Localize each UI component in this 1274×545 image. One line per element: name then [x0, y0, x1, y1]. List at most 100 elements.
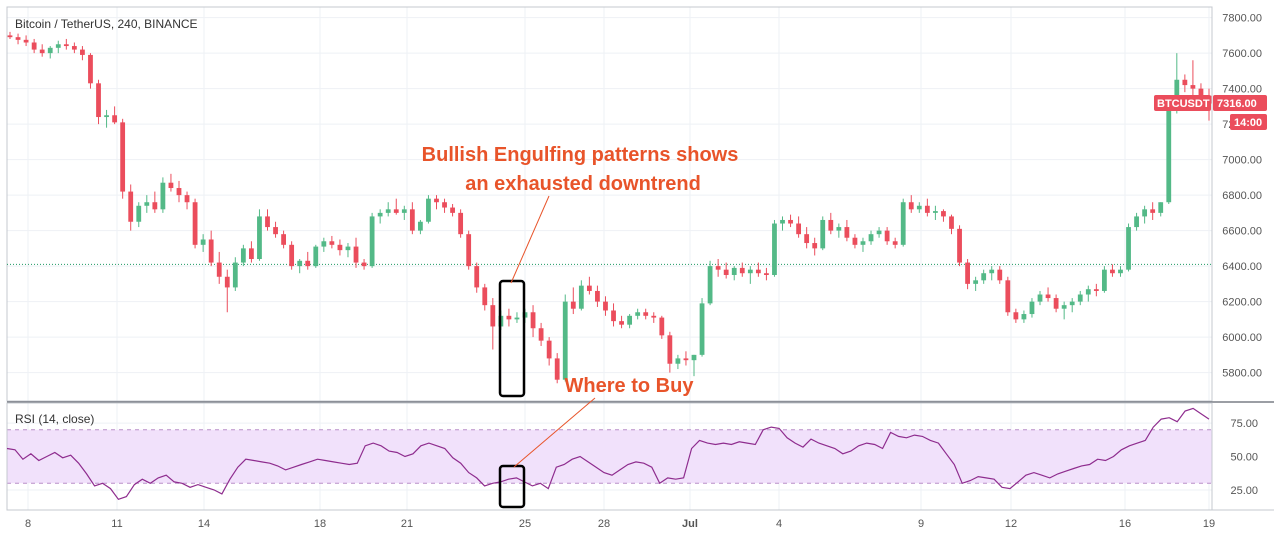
- candle: [731, 266, 737, 281]
- candle: [434, 195, 439, 210]
- candle: [249, 241, 254, 263]
- candle: [208, 230, 214, 267]
- time-tick-label: 11: [111, 518, 122, 530]
- candle: [1110, 264, 1115, 277]
- candle: [273, 221, 278, 238]
- candle: [1005, 276, 1011, 316]
- candle-body: [47, 47, 53, 54]
- last-price-tag: 7316.00: [1217, 98, 1257, 110]
- candle: [80, 46, 85, 61]
- candle: [933, 205, 938, 220]
- candle-body: [530, 312, 536, 329]
- candle-body: [683, 358, 689, 361]
- candle-body: [88, 54, 93, 84]
- candle-body: [385, 209, 391, 213]
- candle: [578, 280, 584, 311]
- candle: [1142, 205, 1148, 224]
- candle: [514, 312, 520, 323]
- candle: [546, 337, 552, 366]
- candle: [490, 298, 496, 350]
- candle-body: [80, 49, 85, 55]
- candle: [635, 308, 641, 320]
- time-tick-label: 12: [1005, 518, 1017, 530]
- time-tick-label: 21: [401, 518, 413, 530]
- candle: [699, 298, 705, 357]
- candle: [144, 195, 150, 213]
- candle: [337, 239, 343, 256]
- rsi-band: [7, 429, 1212, 484]
- candle-body: [450, 207, 455, 213]
- candle: [184, 191, 190, 210]
- candle-body: [844, 227, 850, 238]
- candle: [112, 106, 118, 125]
- candle-body: [780, 219, 785, 224]
- candle: [852, 234, 858, 249]
- candle-body: [667, 335, 673, 364]
- candle: [538, 322, 544, 346]
- candle: [683, 351, 689, 366]
- candle-body: [240, 248, 246, 263]
- candle-body: [208, 239, 214, 263]
- candle-body: [417, 221, 423, 231]
- candle-body: [168, 182, 174, 189]
- candle: [426, 195, 431, 224]
- candle: [643, 308, 649, 320]
- candle-body: [96, 83, 101, 118]
- candle: [1150, 202, 1156, 220]
- candle-body: [265, 216, 270, 228]
- countdown-tag: 14:00: [1234, 117, 1262, 129]
- candle: [739, 262, 745, 277]
- candle: [860, 237, 866, 252]
- candles: [7, 31, 1212, 384]
- candle: [627, 314, 633, 329]
- candle: [691, 354, 697, 377]
- candle: [723, 262, 729, 279]
- time-tick-label: 14: [198, 518, 210, 530]
- candle-body: [337, 244, 343, 251]
- time-tick-label: 19: [1203, 518, 1215, 530]
- candle-body: [15, 37, 21, 40]
- candle-body: [643, 312, 649, 316]
- candle-body: [1150, 209, 1156, 213]
- candle-body: [329, 241, 335, 245]
- candle: [265, 209, 270, 231]
- candle-body: [216, 262, 222, 277]
- symbol-tag-bg: [1154, 95, 1211, 111]
- candle: [603, 296, 608, 316]
- candle-body: [458, 212, 464, 235]
- grid: [7, 7, 1212, 510]
- candle-body: [1190, 85, 1196, 89]
- candle-body: [675, 358, 681, 364]
- candle-body: [884, 230, 890, 242]
- candle-body: [1198, 88, 1204, 96]
- candle: [160, 177, 166, 213]
- candle: [747, 266, 753, 284]
- rsi-highlight-box[interactable]: [498, 464, 526, 509]
- candle-body: [474, 266, 480, 288]
- candle-body: [490, 305, 496, 327]
- candle-body: [578, 285, 584, 309]
- candle-body: [23, 39, 29, 43]
- candle: [1126, 223, 1131, 272]
- candle-body: [820, 219, 826, 249]
- candle-body: [595, 290, 600, 302]
- candle-body: [1158, 202, 1164, 213]
- candle: [281, 230, 286, 249]
- candle: [659, 315, 665, 339]
- candle: [39, 44, 45, 57]
- rsi-tick-label: 75.00: [1230, 418, 1258, 430]
- candle-body: [860, 241, 866, 245]
- candle-body: [1037, 294, 1043, 302]
- candle-body: [900, 202, 906, 245]
- candle: [715, 259, 721, 277]
- candle: [1093, 283, 1099, 297]
- candle-body: [192, 202, 198, 245]
- candle: [530, 305, 536, 338]
- candle-body: [603, 301, 608, 311]
- candle-body: [755, 269, 761, 274]
- candle-body: [514, 317, 520, 320]
- candle: [900, 198, 906, 247]
- candle: [836, 223, 842, 238]
- candle-body: [989, 269, 995, 274]
